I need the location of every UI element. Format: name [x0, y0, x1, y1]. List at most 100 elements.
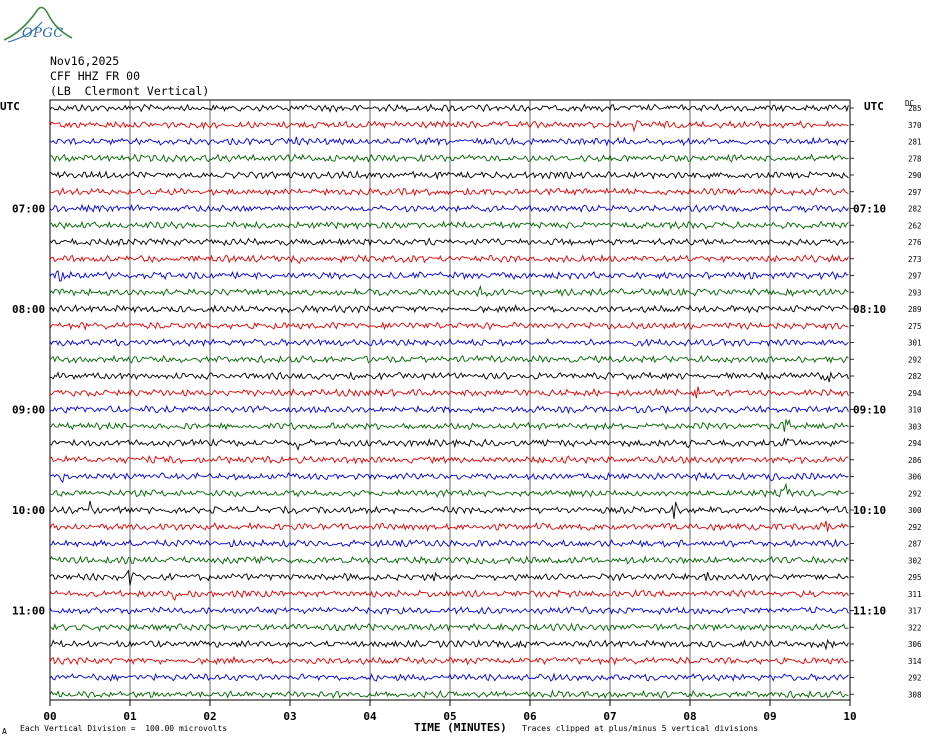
right-time-label: 09:10 [853, 404, 886, 417]
dc-offset-label: 275 [908, 322, 922, 331]
seismic-trace [50, 482, 849, 498]
x-tick-label: 01 [123, 710, 137, 723]
seismic-trace [49, 638, 849, 651]
dc-offset-label: 278 [908, 154, 922, 163]
left-time-label: 09:00 [12, 404, 45, 417]
right-time-label: 08:10 [853, 303, 886, 316]
seismic-trace [49, 520, 849, 532]
left-time-label: 11:00 [12, 605, 45, 618]
dc-offset-label: 286 [908, 456, 922, 465]
seismic-trace [49, 321, 849, 331]
dc-offset-label: 297 [908, 272, 922, 281]
dc-offset-label: 262 [908, 221, 922, 230]
date-label: Nov16,2025 [50, 54, 120, 68]
x-tick-label: 08 [683, 710, 696, 723]
dc-offset-label: 287 [908, 540, 922, 549]
seismic-trace [49, 689, 849, 699]
x-tick-label: 00 [43, 710, 56, 723]
dc-offset-label: 306 [908, 473, 922, 482]
dc-offset-label: 370 [908, 121, 922, 130]
x-tick-label: 02 [203, 710, 216, 723]
dc-offset-label: 302 [908, 556, 922, 565]
location-label: (LB Clermont Vertical) [50, 84, 210, 98]
dc-offset-label: 300 [908, 506, 922, 515]
dc-offset-label: 282 [908, 205, 922, 214]
seismic-trace [49, 220, 849, 231]
clip-note: Traces clipped at plus/minus 5 vertical … [522, 724, 759, 733]
seismic-trace [49, 500, 849, 520]
seismic-trace [49, 186, 849, 197]
seismic-trace [49, 538, 849, 548]
seismic-trace [49, 386, 849, 399]
seismic-trace [49, 253, 849, 264]
seismic-trace [49, 589, 849, 602]
seismic-trace [49, 270, 849, 282]
seismic-trace [49, 418, 849, 432]
seismic-trace [49, 338, 849, 348]
dc-offset-label: 276 [908, 238, 922, 247]
dc-offset-label: 297 [908, 188, 922, 197]
dc-offset-label: 285 [908, 104, 922, 113]
x-tick-label: 07 [603, 710, 616, 723]
dc-offset-label: 282 [908, 372, 922, 381]
seismic-trace [49, 284, 849, 298]
left-time-label: 10:00 [12, 504, 45, 517]
opgc-logo [2, 4, 74, 44]
dc-offset-label: 294 [908, 439, 922, 448]
seismic-trace [49, 655, 849, 666]
seismic-trace [49, 169, 849, 181]
dc-offset-label: 322 [908, 623, 922, 632]
seismic-trace [49, 404, 849, 415]
dc-offset-label: 290 [908, 171, 922, 180]
seismic-trace [49, 471, 849, 484]
dc-offset-label: 293 [908, 288, 922, 297]
corner-mark: A [2, 727, 7, 736]
x-axis-title: TIME (MINUTES) [414, 721, 507, 734]
plot-grid [49, 99, 854, 706]
seismic-trace [49, 203, 849, 213]
seismic-trace [49, 622, 849, 633]
left-utc-title: UTC [0, 100, 20, 113]
right-time-label: 07:10 [853, 203, 886, 216]
scale-note: Each Vertical Division = 100.00 microvol… [20, 724, 228, 733]
seismic-trace [49, 119, 849, 133]
dc-title: DC [905, 99, 914, 108]
logo-text: OPGC [22, 26, 64, 41]
seismic-trace [49, 354, 849, 364]
dc-offset-label: 303 [908, 422, 922, 431]
x-tick-label: 09 [763, 710, 776, 723]
dc-offset-label: 310 [908, 406, 922, 415]
dc-offset-label: 292 [908, 523, 922, 532]
dc-offset-label: 292 [908, 489, 922, 498]
x-tick-label: 03 [283, 710, 296, 723]
dc-offset-label: 273 [908, 255, 922, 264]
dc-offset-label: 294 [908, 389, 922, 398]
seismic-trace [49, 304, 849, 314]
dc-offset-label: 314 [908, 657, 922, 666]
dc-offset-label: 317 [908, 607, 922, 616]
seismic-trace [49, 454, 849, 465]
station-label: CFF HHZ FR 00 [50, 69, 141, 83]
right-time-label: 10:10 [853, 504, 886, 517]
seismic-trace [49, 136, 849, 147]
seismic-trace [49, 370, 849, 383]
dc-offset-label: 311 [908, 590, 922, 599]
axis-labels: 00 01 02 03 04 05 06 07 08 09 10 285 370 281 278 290 297… [0, 99, 922, 723]
right-utc-title: UTC [864, 100, 884, 113]
dc-offset-label: 292 [908, 674, 922, 683]
dc-offset-label: 306 [908, 640, 922, 649]
seismic-trace [49, 555, 849, 565]
seismic-trace [49, 672, 849, 682]
seismic-trace [49, 437, 849, 451]
x-tick-label: 10 [843, 710, 856, 723]
seismic-trace [49, 237, 849, 248]
x-tick-label: 04 [363, 710, 377, 723]
dc-offset-label: 301 [908, 339, 922, 348]
seismic-trace [49, 569, 849, 586]
left-time-label: 08:00 [12, 303, 45, 316]
right-time-label: 11:10 [853, 605, 886, 618]
dc-offset-label: 295 [908, 573, 922, 582]
left-time-label: 07:00 [12, 203, 45, 216]
x-tick-label: 06 [523, 710, 537, 723]
